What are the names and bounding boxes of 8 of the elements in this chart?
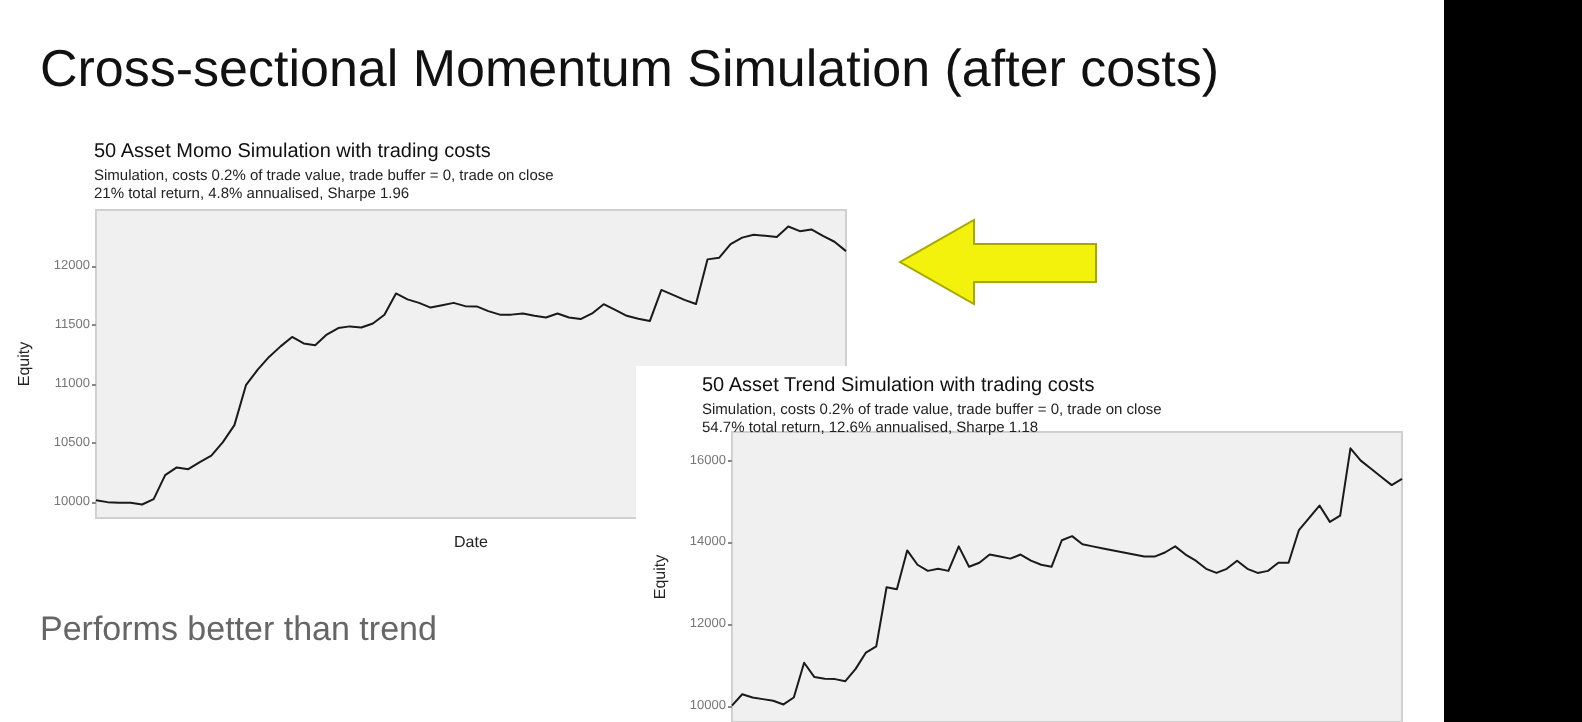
line-series <box>730 447 1403 707</box>
chart-title: 50 Asset Trend Simulation with trading costs <box>702 375 1095 397</box>
text: Cross-sectional Momentum Simulation (after costs) <box>40 38 1220 100</box>
y-axis-title: Equity <box>15 341 33 387</box>
chart-title: 50 Asset Momo Simulation with trading costs <box>94 141 491 163</box>
x-axis-title: Date <box>454 533 489 551</box>
text: Performs better than trend <box>40 610 437 650</box>
y-axis-title: Equity <box>651 554 669 600</box>
